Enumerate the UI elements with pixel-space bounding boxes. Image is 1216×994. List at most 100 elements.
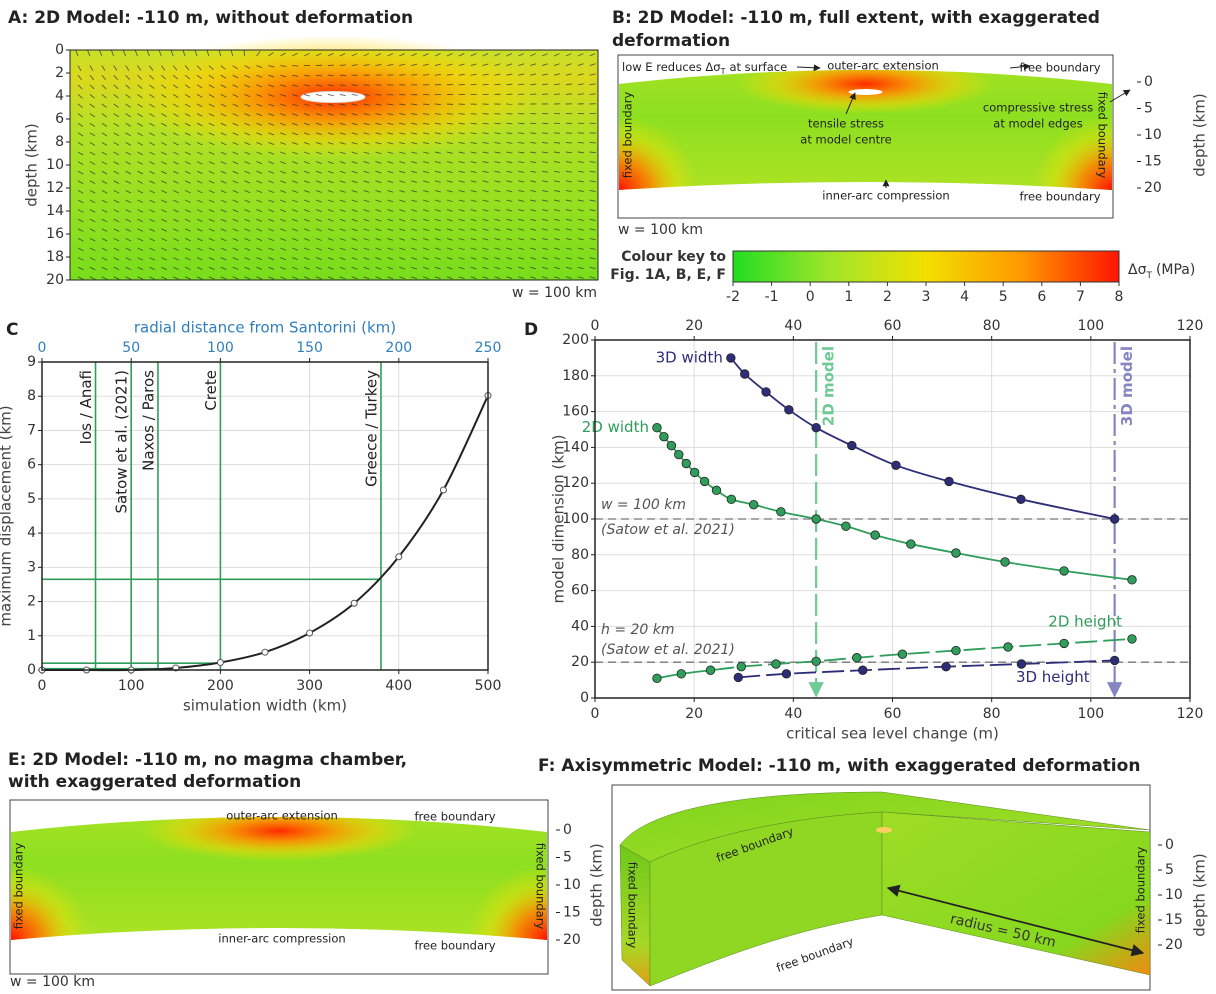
vector: [565, 218, 572, 222]
x2-tick-label: 120: [1177, 318, 1204, 334]
vector: [553, 276, 560, 279]
vector: [149, 113, 155, 118]
vector: [399, 103, 406, 106]
y-tick-label: 18: [46, 249, 64, 265]
reference-label: w = 100 km: [601, 497, 686, 513]
data-point: [681, 458, 691, 469]
vector: [303, 199, 310, 203]
vector: [375, 276, 382, 280]
vector: [244, 180, 251, 184]
vector: [280, 237, 287, 242]
vector: [434, 199, 441, 203]
x-tick-label: 20: [685, 706, 703, 722]
vector: [232, 237, 239, 242]
vector: [494, 276, 501, 279]
vector: [399, 141, 406, 145]
vector: [351, 257, 358, 261]
y-tick-label: 80: [571, 547, 589, 563]
colour-key-label: ΔσT (MPa): [1128, 262, 1195, 281]
vector: [553, 151, 561, 154]
vector: [208, 74, 215, 79]
vector: [589, 228, 596, 231]
vector: [158, 50, 162, 57]
y-tick-label: 40: [571, 618, 589, 634]
vector: [387, 228, 394, 232]
y-tick-label: 0: [1165, 837, 1174, 853]
vector: [327, 266, 334, 270]
vector: [196, 209, 203, 213]
vector: [208, 247, 215, 251]
vector: [113, 161, 120, 165]
y-tick-label: 5: [27, 491, 36, 507]
x2-tick-label: 60: [884, 318, 902, 334]
vector: [577, 266, 584, 270]
vector: [232, 132, 239, 136]
vector: [589, 161, 596, 163]
x2-tick-label: 100: [1077, 318, 1104, 334]
vector: [173, 161, 179, 165]
vector: [77, 209, 84, 213]
vector: [375, 103, 382, 106]
vector: [149, 276, 156, 280]
corner-zone: [619, 115, 699, 190]
vector: [422, 257, 429, 260]
vector: [482, 218, 489, 222]
vector: [280, 52, 286, 57]
vector: [446, 199, 453, 203]
y-tick-label: 20: [1144, 180, 1162, 196]
vector: [482, 73, 489, 76]
vector: [494, 209, 501, 212]
vector: [101, 190, 108, 194]
vector: [446, 151, 453, 154]
vector: [458, 122, 465, 125]
vector: [434, 53, 441, 57]
vector: [280, 170, 287, 174]
y-tick-label: 20: [46, 272, 64, 288]
vector: [232, 93, 239, 98]
vector: [303, 141, 310, 145]
annotation: free boundary: [414, 810, 495, 824]
vector: [506, 180, 513, 183]
vector: [470, 53, 477, 57]
vector: [256, 132, 263, 136]
vector: [161, 209, 167, 213]
vector: [387, 257, 394, 260]
vector: [173, 209, 179, 213]
vector: [577, 199, 584, 202]
vector: [565, 63, 572, 67]
vector: [280, 180, 287, 184]
vector: [125, 84, 131, 90]
vector: [256, 247, 263, 251]
vector: [577, 83, 584, 86]
width-note: w = 100 km: [10, 974, 95, 990]
vector: [506, 247, 513, 251]
vector: [256, 84, 263, 88]
vector: [244, 113, 251, 117]
x2-tick-label: 50: [122, 340, 140, 356]
vector: [387, 113, 394, 116]
vector: [327, 74, 334, 77]
vector: [339, 189, 346, 193]
y-tick-label: 5: [1165, 862, 1174, 878]
vector: [292, 276, 298, 280]
vector: [411, 170, 418, 174]
y-tick-label: 15: [1144, 154, 1162, 170]
vector: [482, 141, 489, 144]
vector: [518, 209, 525, 212]
vector: [232, 247, 239, 251]
vector: [77, 151, 84, 156]
vector: [387, 122, 394, 125]
vector: [339, 199, 346, 203]
vector: [77, 170, 84, 175]
vector: [232, 218, 239, 222]
vector: [589, 93, 596, 95]
vector: [172, 94, 179, 98]
vector: [565, 53, 572, 57]
vector: [541, 53, 548, 57]
vector: [589, 257, 596, 260]
vector: [256, 237, 263, 242]
vector: [411, 122, 418, 125]
vector: [268, 266, 275, 270]
vector: [351, 103, 358, 106]
vector: [327, 151, 334, 155]
